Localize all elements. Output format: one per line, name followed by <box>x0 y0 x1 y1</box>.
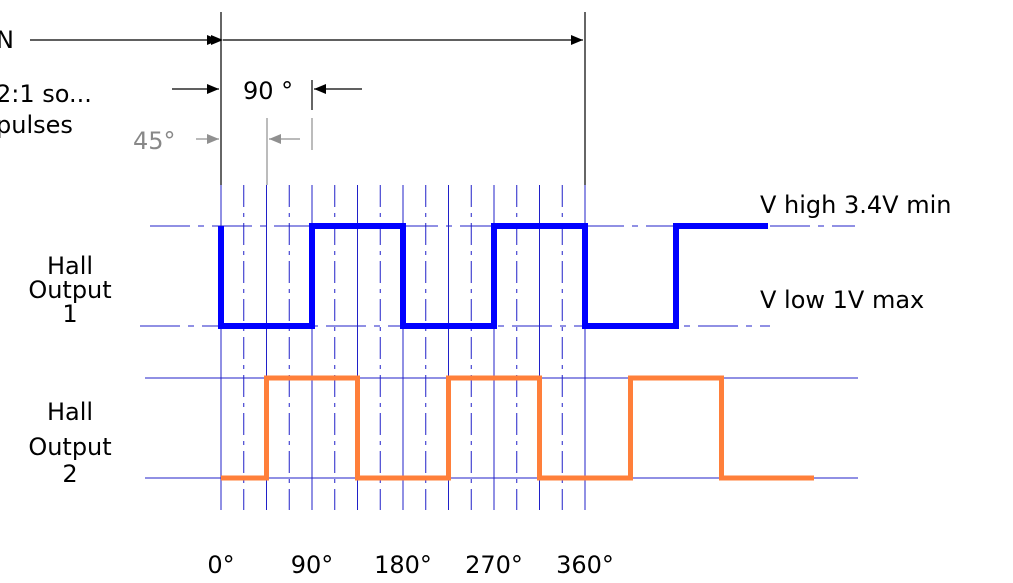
hall-output-2-label: Hall Output 2 <box>28 398 111 488</box>
label-45-deg: 45° <box>133 127 176 155</box>
label-v-high: V high 3.4V min <box>760 191 951 219</box>
label-top-truncated: N <box>0 26 14 54</box>
degree-tick-label: 90° <box>291 551 334 579</box>
hall2-label-line1: Hall <box>47 398 93 426</box>
hall1-label-line3: 1 <box>62 300 77 328</box>
label-90-deg: 90 ° <box>243 77 293 105</box>
degree-tick-label: 360° <box>556 551 614 579</box>
hall-output-2-waveform <box>221 375 814 481</box>
dimension-annotations: N 2:1 so... pulses 90 ° 45° <box>0 12 586 185</box>
label-ratio-line1: 2:1 so... <box>0 80 92 108</box>
label-v-low: V low 1V max <box>760 286 924 314</box>
hall1-label-line1: Hall <box>47 252 93 280</box>
hall2-label-line3: 2 <box>62 460 77 488</box>
degree-tick-label: 270° <box>465 551 523 579</box>
label-ratio-line2: pulses <box>0 111 73 139</box>
hall1-label-line2: Output <box>28 276 111 304</box>
hall-output-1-label: Hall Output 1 <box>28 252 111 328</box>
degree-axis-labels: 0° 90° 180° 270° 360° <box>207 551 614 579</box>
degree-tick-label: 180° <box>374 551 432 579</box>
hall2-label-line2: Output <box>28 433 111 461</box>
grid-lines <box>140 185 858 510</box>
hall-output-1-waveform <box>218 223 768 329</box>
degree-tick-label: 0° <box>207 551 234 579</box>
